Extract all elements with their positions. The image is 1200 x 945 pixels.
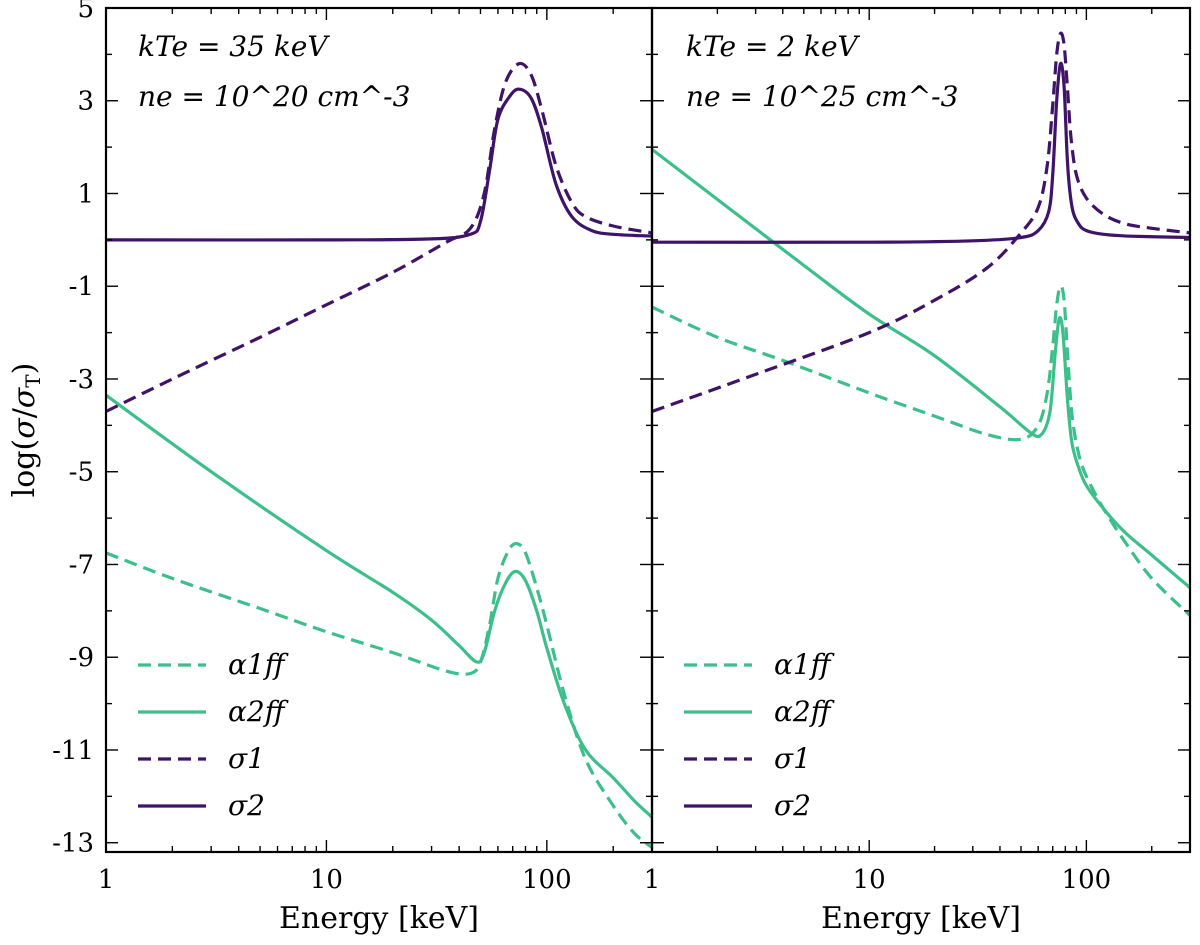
series-σ2-panel-0 (106, 87, 652, 242)
legend-label: σ1 (228, 742, 265, 775)
series-α1ff-panel-1 (652, 284, 1190, 617)
y-tick-label: -11 (52, 736, 94, 766)
panel-left: 1 10 100 5 3 1 -1 -3 -5 -7 -9 -11 -13 kTe = 35 keV n… (52, 0, 654, 936)
x-tick-label: 10 (853, 865, 886, 895)
y-tick-label: -1 (69, 272, 94, 302)
panel-left-temperature: kTe = 35 keV (138, 30, 330, 63)
legend-label: σ1 (774, 742, 811, 775)
y-tick-label: -5 (69, 458, 94, 488)
legend-label: α2ff (228, 695, 289, 728)
panel-right: 1 10 100 kTe = 2 keV ne = 10^25 cm^-3 Ener… (644, 6, 1192, 936)
y-tick-label: -13 (52, 829, 94, 859)
y-tick-label: -3 (69, 365, 94, 395)
x-tick-label: 1 (98, 865, 115, 895)
panel-right-legend: α1ff α2ff σ1 σ2 (684, 648, 835, 822)
series-α2ff-panel-1 (652, 148, 1190, 589)
panel-right-frame (650, 6, 1192, 854)
series-σ1-panel-1 (652, 31, 1190, 414)
legend-label: α2ff (774, 695, 835, 728)
series-α2ff-panel-0 (106, 393, 652, 819)
series-σ2-panel-1 (652, 61, 1190, 244)
legend-label: σ2 (228, 789, 265, 822)
x-tick-label: 1 (644, 865, 661, 895)
panel-right-temperature: kTe = 2 keV (686, 30, 861, 63)
x-tick-label: 100 (522, 865, 572, 895)
y-tick-label: -9 (69, 643, 94, 673)
y-tick-label: 5 (77, 0, 94, 24)
y-tick-label: 1 (77, 179, 94, 209)
series-α1ff-panel-0 (106, 541, 652, 849)
y-tick-label: 3 (77, 87, 94, 117)
panel-right-x-axis-title: Energy [keV] (821, 901, 1021, 936)
legend-label: σ2 (774, 789, 811, 822)
panel-right-density: ne = 10^25 cm^-3 (686, 80, 958, 113)
y-axis-title: log(σ/σT) (7, 363, 45, 498)
panel-left-legend: α1ff α2ff σ1 σ2 (138, 648, 289, 822)
panel-left-density: ne = 10^20 cm^-3 (138, 80, 410, 113)
x-tick-label: 10 (310, 865, 343, 895)
legend-label: α1ff (774, 648, 835, 681)
x-tick-label: 100 (1062, 865, 1112, 895)
panel-left-frame (104, 6, 654, 854)
legend-label: α1ff (228, 648, 289, 681)
series-σ1-panel-0 (106, 61, 652, 413)
y-tick-label: -7 (69, 550, 94, 580)
panel-left-x-axis-title: Energy [keV] (279, 901, 479, 936)
